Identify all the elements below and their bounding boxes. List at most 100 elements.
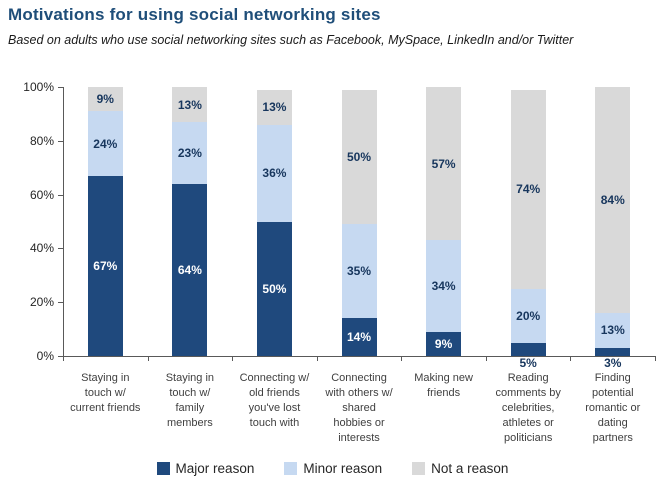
bar-segment-label: 9% bbox=[434, 336, 453, 351]
legend-swatch-icon bbox=[156, 462, 170, 475]
stacked-bar: 64% 23% 13% bbox=[172, 87, 208, 356]
stacked-bar: 50% 36% 13% bbox=[256, 87, 292, 356]
x-category-label: 3% Finding potential romantic or dating partn… bbox=[570, 357, 655, 446]
bar-slot: 13% 84% bbox=[570, 87, 655, 356]
legend-swatch-icon bbox=[412, 462, 426, 475]
below-axis-value-label bbox=[63, 357, 148, 370]
bar-segment bbox=[595, 347, 631, 356]
below-axis-value-label: 5% bbox=[519, 356, 537, 370]
y-tick-mark bbox=[58, 140, 63, 142]
stacked-bar: 9% 34% 57% bbox=[426, 87, 462, 356]
bars-layer: 67% 24% 9% 64% 23% 13% 50% 36% 13% 14% 35% 50% 9% 34%… bbox=[63, 87, 655, 356]
bar-slot: 64% 23% 13% bbox=[148, 87, 233, 356]
y-tick-label: 80% bbox=[29, 133, 54, 148]
bar-slot: 20% 74% bbox=[486, 87, 571, 356]
x-category-label-text: Connecting with others w/shared hobbies or… bbox=[325, 372, 393, 444]
below-axis-value-label bbox=[148, 357, 233, 370]
bar-segment: 35% bbox=[341, 224, 377, 319]
bar-slot: 67% 24% 9% bbox=[63, 87, 148, 356]
plot-area: 67% 24% 9% 64% 23% 13% 50% 36% 13% 14% 35% 50% 9% 34%… bbox=[63, 87, 655, 356]
bar-segment: 9% bbox=[87, 87, 123, 112]
x-tick-mark bbox=[63, 357, 64, 361]
below-axis-value-label bbox=[317, 357, 402, 370]
bar-segment-label: 57% bbox=[431, 156, 456, 171]
x-tick-mark bbox=[148, 357, 149, 361]
chart-subtitle: Based on adults who use social networkin… bbox=[8, 33, 574, 47]
x-category-label-text: Finding potential romantic or dating partner… bbox=[585, 372, 641, 444]
bar-segment-label: 23% bbox=[177, 145, 202, 160]
bar-segment: 23% bbox=[172, 121, 208, 184]
y-tick-mark bbox=[58, 356, 63, 357]
bar-segment: 74% bbox=[510, 89, 546, 289]
legend-label: Minor reason bbox=[303, 461, 383, 476]
bar-segment: 20% bbox=[510, 288, 546, 343]
below-axis-value-label: 3% bbox=[604, 356, 622, 370]
x-tick-mark bbox=[232, 357, 233, 361]
x-tick-mark bbox=[655, 357, 656, 361]
bar-slot: 50% 36% 13% bbox=[232, 87, 317, 356]
x-category-label: Making new friends bbox=[401, 357, 486, 446]
legend: Major reason Minor reason Not a reason bbox=[0, 461, 665, 476]
y-tick-mark bbox=[58, 87, 63, 88]
y-tick-label: 20% bbox=[29, 295, 54, 310]
x-category-label: Connecting w/old friends you've lost touch… bbox=[232, 357, 317, 446]
y-tick-mark bbox=[58, 302, 63, 304]
chart-title: Motivations for using social networking … bbox=[8, 5, 381, 24]
stacked-bar: 67% 24% 9% bbox=[87, 87, 123, 356]
bar-segment-label: 50% bbox=[347, 149, 372, 164]
y-tick-label: 60% bbox=[29, 187, 54, 202]
bar-segment: 13% bbox=[595, 312, 631, 348]
below-axis-value-label bbox=[232, 357, 317, 370]
stacked-bar: 20% 74% bbox=[510, 87, 546, 356]
bar-segment: 36% bbox=[256, 124, 292, 222]
y-axis-line bbox=[63, 87, 64, 357]
bar-segment: 84% bbox=[595, 87, 631, 313]
x-category-label-text: Staying in touch w/current friends bbox=[70, 372, 141, 414]
stacked-bar: 13% 84% bbox=[595, 87, 631, 356]
y-tick-label: 100% bbox=[23, 80, 54, 94]
x-category-label: Staying in touch w/current friends bbox=[63, 357, 148, 446]
bar-segment: 24% bbox=[87, 111, 123, 176]
legend-label: Not a reason bbox=[431, 461, 509, 476]
bar-segment-label: 13% bbox=[600, 323, 625, 338]
x-category-label-text: Reading comments by celebrities, athletes o… bbox=[495, 372, 561, 444]
x-category-label: Staying in touch w/family members bbox=[148, 357, 233, 446]
x-tick-mark bbox=[401, 357, 402, 361]
y-tick-mark bbox=[58, 248, 63, 250]
y-tick-mark bbox=[58, 194, 63, 196]
legend-swatch-icon bbox=[284, 462, 298, 475]
bar-segment: 67% bbox=[87, 175, 123, 356]
x-tick-mark bbox=[486, 357, 487, 361]
bar-segment: 9% bbox=[426, 331, 462, 356]
x-axis-line bbox=[63, 356, 656, 357]
y-tick-label: 40% bbox=[29, 241, 54, 256]
x-category-label-text: Making new friends bbox=[414, 372, 473, 399]
x-tick-mark bbox=[570, 357, 571, 361]
bar-slot: 14% 35% 50% bbox=[317, 87, 402, 356]
bar-segment-label: 14% bbox=[347, 330, 372, 345]
legend-item: Not a reason bbox=[412, 461, 508, 476]
below-axis-value-label bbox=[401, 357, 486, 370]
bar-segment bbox=[510, 342, 546, 356]
bar-segment-label: 35% bbox=[347, 264, 372, 279]
bar-segment-label: 9% bbox=[96, 92, 114, 107]
bar-segment-label: 20% bbox=[516, 308, 541, 323]
bar-segment-label: 13% bbox=[262, 100, 287, 115]
legend-label: Major reason bbox=[175, 461, 255, 476]
x-category-label-text: Connecting w/old friends you've lost touch… bbox=[239, 372, 310, 429]
x-category-label: Connecting with others w/shared hobbies or… bbox=[317, 357, 402, 446]
x-axis-labels: Staying in touch w/current friends Staying… bbox=[63, 357, 655, 446]
bar-segment: 50% bbox=[341, 89, 377, 225]
bar-segment: 13% bbox=[256, 89, 292, 125]
bar-segment: 14% bbox=[341, 318, 377, 356]
legend-item: Major reason bbox=[156, 461, 255, 476]
bar-segment-label: 34% bbox=[431, 279, 456, 294]
bar-segment: 50% bbox=[256, 221, 292, 356]
legend-item: Minor reason bbox=[284, 461, 382, 476]
y-tick-label: 0% bbox=[36, 349, 54, 363]
bar-segment: 34% bbox=[426, 240, 462, 332]
bar-slot: 9% 34% 57% bbox=[401, 87, 486, 356]
bar-segment-label: 67% bbox=[93, 258, 118, 273]
bar-segment: 57% bbox=[426, 87, 462, 241]
